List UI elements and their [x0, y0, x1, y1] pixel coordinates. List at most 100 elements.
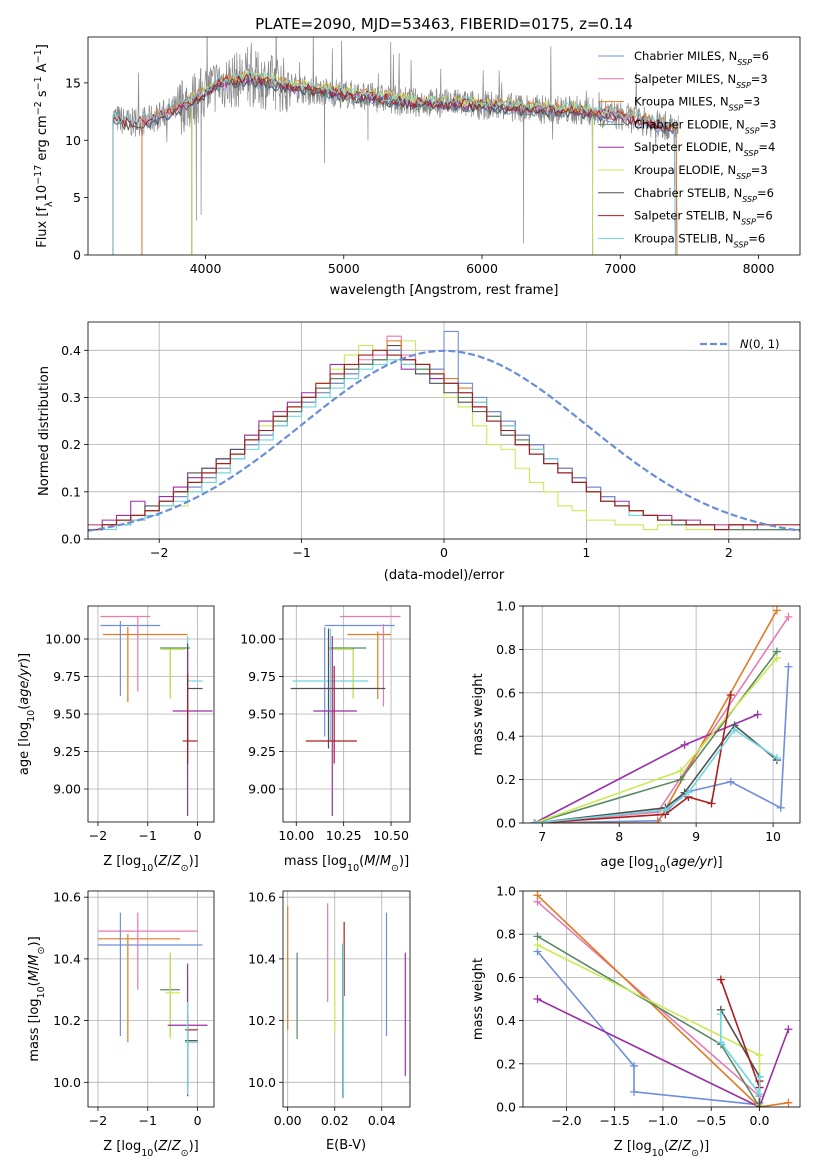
y-tick-label: 15 [65, 75, 81, 90]
x-tick-label: 0.00 [274, 1113, 302, 1128]
residuals-plot [88, 330, 800, 532]
y-tick-label: 10.0 [248, 1075, 276, 1090]
residuals-frame [87, 321, 801, 540]
weight-line [536, 901, 760, 1097]
errorbar-chabrier-elodie [160, 647, 191, 698]
x-tick-label: 4000 [190, 261, 222, 276]
x-tick-label: 9 [692, 829, 700, 844]
weight-vs-Z-plot [533, 891, 793, 1107]
weight-line [720, 1014, 761, 1097]
weight-line [720, 979, 761, 1088]
y-tick-label: 9.75 [53, 669, 81, 684]
y-tick-label: 10.0 [53, 1075, 81, 1090]
weight-line [536, 894, 789, 1107]
weight-marker [784, 1025, 793, 1034]
x-tick-label: 6000 [466, 261, 498, 276]
y-tick-label: 0.1 [61, 484, 81, 499]
y-tick-label: 10.00 [240, 632, 276, 647]
weight-series-chabrier-miles [533, 947, 764, 1107]
weight-marker [533, 932, 542, 941]
weight-line [537, 944, 761, 1105]
x-tick-label: 10.25 [326, 828, 362, 843]
weight-marker [755, 1103, 764, 1107]
y-tick-label: 10.4 [248, 951, 276, 966]
y-tick-label: 1.0 [496, 884, 516, 899]
legend-label: Salpeter STELIB, NSSP=6 [634, 209, 773, 227]
weight-marker [772, 606, 781, 615]
y-tick-label: 0.4 [496, 1013, 516, 1028]
legend-label: N(0, 1) [740, 337, 780, 351]
weight-series-salpeter-miles [530, 612, 793, 823]
y-tick-label: 10.2 [53, 1013, 81, 1028]
weight-vs-age-plot [530, 606, 793, 823]
weight-series-chabrier-stelib [716, 1005, 764, 1107]
y-axis-label: mass [log10(M/M⊙)] [27, 936, 47, 1061]
weight-marker [676, 775, 685, 784]
y-tick-label: 0.6 [496, 970, 516, 985]
x-tick-label: −1.5 [600, 1113, 630, 1128]
age-vs-mass-frame [282, 605, 411, 823]
weight-line [534, 694, 732, 823]
y-axis-label: Normed distribution [37, 366, 52, 496]
weight-line [534, 657, 778, 823]
y-axis-label: mass weight [471, 958, 486, 1040]
y-tick-label: 0.0 [496, 816, 516, 831]
observed-spectrum [112, 37, 679, 244]
y-axis-label: age [log10(age/yr)] [17, 653, 37, 775]
mass-vs-Z-plot [97, 912, 208, 1097]
x-tick-label: 0 [194, 828, 202, 843]
x-axis-label: age [log10(age/yr)] [600, 855, 722, 875]
age-vs-Z-grid [88, 606, 214, 822]
figure-title: PLATE=2090, MJD=53463, FIBERID=0175, z=0… [255, 15, 633, 33]
x-axis-label: E(B-V) [326, 1138, 366, 1153]
weight-marker [772, 654, 781, 663]
weight-series-chabrier-elodie [530, 647, 781, 823]
y-axis-label: Flux [fλ10−17 erg cm−2 s−1 A−1] [33, 44, 55, 248]
weight-line [534, 724, 778, 823]
weight-marker [629, 1087, 638, 1096]
y-tick-label: 10.6 [248, 890, 276, 905]
errorbar-chabrier-stelib [185, 1025, 198, 1097]
y-tick-label: 9.75 [248, 669, 276, 684]
errorbar-chabrier-stelib [290, 628, 386, 749]
x-tick-label: 7 [538, 829, 546, 844]
weight-series-salpeter-miles [533, 897, 764, 1101]
weight-series-salpeter-stelib [530, 690, 735, 823]
weight-vs-Z-frame [522, 890, 801, 1108]
y-tick-label: 0.8 [496, 927, 516, 942]
weight-marker [755, 1072, 764, 1081]
x-tick-label: 8000 [743, 261, 775, 276]
mass-vs-EBV-grid [283, 891, 410, 1107]
y-tick-label: 0.2 [496, 1056, 516, 1071]
legend-label: Kroupa STELIB, NSSP=6 [634, 231, 765, 249]
x-tick-label: −2 [89, 828, 107, 843]
errorbar-kroupa-elodie [160, 648, 186, 699]
weight-marker [730, 725, 739, 734]
mass-vs-Z-grid [88, 891, 214, 1107]
x-tick-label: 10.00 [278, 828, 314, 843]
weight-line [537, 998, 790, 1107]
weight-marker [629, 1061, 638, 1070]
legend-label: Kroupa MILES, NSSP=3 [634, 95, 760, 113]
x-tick-label: −1 [139, 828, 157, 843]
y-tick-label: 0.6 [496, 685, 516, 700]
weight-marker [755, 1051, 764, 1060]
y-tick-label: 9.00 [53, 782, 81, 797]
weight-marker [716, 1010, 725, 1019]
mass-vs-EBV-plot [287, 903, 406, 1098]
x-tick-label: −1.0 [648, 1113, 678, 1128]
weight-marker [716, 975, 725, 984]
weight-series-kroupa-stelib [530, 725, 781, 823]
weight-line [542, 609, 778, 823]
gaussian-curve [88, 349, 800, 532]
y-tick-label: 9.50 [53, 707, 81, 722]
errorbar-kroupa-stelib [185, 1002, 198, 1095]
age-vs-mass-plot [290, 615, 401, 816]
y-tick-label: 10.4 [53, 951, 81, 966]
legend-label: Salpeter ELODIE, NSSP=4 [634, 140, 775, 158]
weight-line [536, 950, 761, 1106]
x-tick-label: −2 [89, 1113, 107, 1128]
weight-marker [726, 690, 735, 699]
weight-marker [530, 819, 539, 823]
weight-marker [784, 662, 793, 671]
